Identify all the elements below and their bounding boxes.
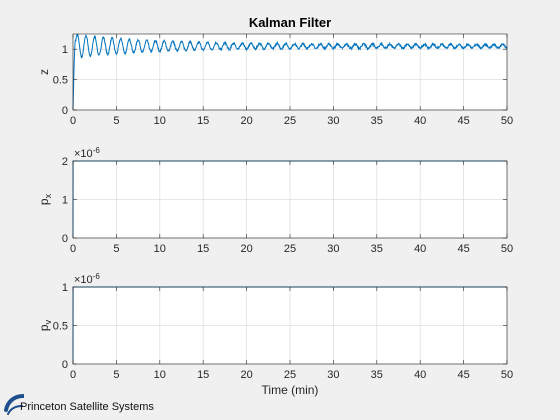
- x-tick-label: 15: [197, 369, 209, 381]
- x-tick-label: 20: [240, 369, 252, 381]
- x-tick-label: 40: [414, 243, 426, 255]
- axis-exponent: ×10-6: [74, 272, 100, 286]
- x-tick-label: 45: [457, 243, 469, 255]
- logo-text: Princeton Satellite Systems: [20, 401, 154, 413]
- x-tick-label: 50: [501, 243, 513, 255]
- y-tick-label: 0.5: [53, 321, 68, 333]
- y-tick-label: 1: [62, 282, 68, 294]
- x-tick-label: 45: [457, 369, 469, 381]
- x-tick-label: 15: [197, 243, 209, 255]
- x-tick-label: 25: [284, 115, 296, 127]
- x-tick-label: 50: [501, 369, 513, 381]
- x-tick-label: 10: [154, 369, 166, 381]
- x-tick-label: 25: [284, 243, 296, 255]
- x-tick-label: 10: [154, 115, 166, 127]
- x-tick-label: 5: [113, 243, 119, 255]
- y-tick-label: 0: [62, 233, 68, 245]
- y-tick-label: 0: [62, 359, 68, 371]
- x-tick-label: 15: [197, 115, 209, 127]
- x-tick-label: 30: [327, 243, 339, 255]
- chart-title: Kalman Filter: [249, 15, 331, 30]
- x-tick-label: 35: [371, 115, 383, 127]
- x-tick-label: 35: [371, 243, 383, 255]
- x-tick-label: 30: [327, 115, 339, 127]
- x-tick-label: 40: [414, 115, 426, 127]
- x-tick-label: 25: [284, 369, 296, 381]
- princeton-logo-icon: [4, 394, 24, 415]
- y-tick-label: 0: [62, 105, 68, 117]
- y-tick-label: 0.5: [53, 75, 68, 87]
- chart-panel-1: 0 5 10 15 20 25 30 35 40 45 50 0 0.5 1 Kalman Filter z: [37, 15, 513, 127]
- y-tick-label: 1: [62, 44, 68, 56]
- x-tick-label: 45: [457, 115, 469, 127]
- x-tick-label: 10: [154, 243, 166, 255]
- chart-panel-3: 0 5 10 15 20 25 30 35 40 45 50 0 0.5 1 ×10-6 pv Time (mi…: [37, 272, 513, 397]
- x-tick-label: 20: [240, 243, 252, 255]
- x-tick-label: 20: [240, 115, 252, 127]
- chart-panel-2: 0 5 10 15 20 25 30 35 40 45 50 0 1 2 ×10-6 px: [37, 146, 513, 255]
- x-axis-label: Time (min): [262, 383, 319, 397]
- x-tick-label: 50: [501, 115, 513, 127]
- y-tick-label: 1: [62, 195, 68, 207]
- x-tick-label: 0: [70, 243, 76, 255]
- y-tick-label: 2: [62, 156, 68, 168]
- x-tick-label: 0: [70, 115, 76, 127]
- y-axis-label: z: [37, 69, 51, 75]
- x-tick-label: 0: [70, 369, 76, 381]
- x-tick-label: 5: [113, 115, 119, 127]
- y-axis-label: px: [37, 193, 53, 205]
- x-tick-label: 40: [414, 369, 426, 381]
- x-tick-label: 30: [327, 369, 339, 381]
- series-line-1: [72, 33, 508, 110]
- x-tick-label: 5: [113, 369, 119, 381]
- axis-exponent: ×10-6: [74, 146, 100, 160]
- x-tick-label: 35: [371, 369, 383, 381]
- y-axis-label: pv: [37, 319, 53, 331]
